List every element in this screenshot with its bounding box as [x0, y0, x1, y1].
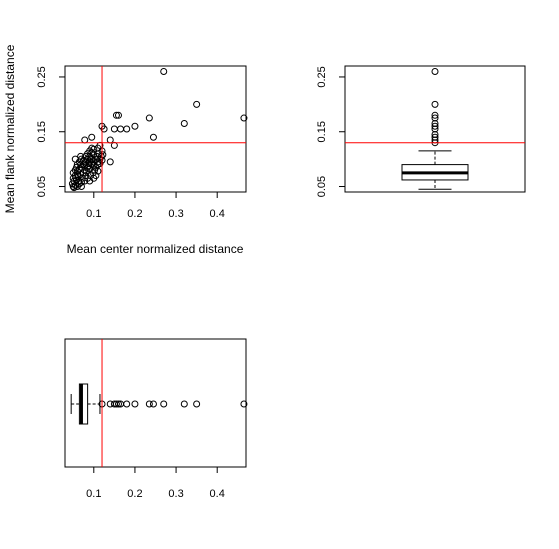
scatter-y-axis: 0.05 0.15 0.25	[36, 66, 65, 197]
scatter-point	[99, 151, 107, 159]
horizontal-boxplot-x-tick-label: 0.4	[210, 488, 225, 500]
vertical-boxplot-frame	[344, 65, 526, 193]
horizontal-boxplot-x-tick-label: 0.3	[168, 488, 183, 500]
scatter-x-tick-label: 0.4	[210, 208, 225, 220]
scatter-point	[106, 158, 114, 166]
scatter-y-tick-label: 0.25	[36, 66, 48, 87]
horizontal-boxplot-frame	[64, 338, 247, 468]
scatter-point	[106, 136, 114, 144]
horizontal-boxplot-panel: 0.1 0.2 0.3 0.4	[64, 338, 248, 500]
vertical-boxplot-panel: 0.05 0.15 0.25	[316, 65, 526, 197]
scatter-point	[114, 111, 122, 119]
horizontal-boxplot-x-axis: 0.1 0.2 0.3 0.4	[86, 467, 225, 500]
vertical-boxplot-y-tick-label: 0.25	[316, 66, 328, 87]
scatter-plot-frame	[64, 65, 247, 193]
scatter-point	[81, 162, 89, 170]
scatter-point	[81, 136, 89, 144]
scatter-point	[82, 152, 90, 160]
scatter-point	[131, 122, 139, 130]
horizontal-boxplot-x-tick-label: 0.2	[127, 488, 142, 500]
vertical-boxplot-body	[345, 67, 525, 190]
vertical-boxplot-outlier	[431, 125, 439, 133]
scatter-point	[70, 184, 78, 192]
vertical-boxplot-outlier	[431, 67, 439, 75]
scatter-x-axis-label: Mean center normalized distance	[67, 242, 244, 256]
scatter-point	[77, 183, 85, 191]
scatter-point	[68, 180, 76, 188]
horizontal-boxplot-box	[78, 383, 89, 425]
scatter-point	[149, 133, 157, 141]
scatter-point	[77, 161, 85, 169]
scatter-point	[77, 152, 85, 160]
scatter-point	[71, 155, 79, 163]
vertical-boxplot-y-tick-label: 0.05	[316, 176, 328, 197]
scatter-point	[240, 114, 248, 122]
scatter-point	[100, 125, 108, 133]
horizontal-boxplot-outlier	[160, 400, 168, 408]
horizontal-boxplot-outlier	[145, 400, 153, 408]
scatter-y-tick-label: 0.15	[36, 121, 48, 142]
scatter-reference-lines	[65, 66, 246, 192]
vertical-boxplot-outlier	[431, 130, 439, 138]
horizontal-boxplot-x-tick-label: 0.1	[86, 488, 101, 500]
horizontal-boxplot-outlier	[193, 400, 201, 408]
scatter-point	[180, 120, 188, 128]
scatter-point	[94, 167, 102, 175]
scatter-point	[145, 114, 153, 122]
scatter-point	[112, 111, 120, 119]
scatter-point	[75, 177, 83, 185]
scatter-y-tick-label: 0.05	[36, 176, 48, 197]
vertical-boxplot-outlier	[431, 122, 439, 130]
horizontal-boxplot-outlier	[131, 400, 139, 408]
scatter-point	[110, 125, 118, 133]
horizontal-boxplot-outlier	[112, 400, 120, 408]
scatter-point	[85, 160, 93, 168]
vertical-boxplot-outlier	[431, 114, 439, 122]
horizontal-boxplot-outlier	[114, 400, 122, 408]
scatter-y-axis-label: Mean flank normalized distance	[3, 44, 17, 213]
vertical-boxplot-y-tick-label: 0.15	[316, 121, 328, 142]
horizontal-boxplot-outlier	[123, 400, 131, 408]
vertical-boxplot-outlier	[431, 133, 439, 141]
horizontal-boxplot-outlier	[240, 400, 248, 408]
scatter-point	[123, 125, 131, 133]
vertical-boxplot-y-axis: 0.05 0.15 0.25	[316, 66, 345, 197]
scatter-point	[110, 141, 118, 149]
scatter-point	[73, 170, 81, 178]
scatter-point	[117, 125, 125, 133]
scatter-point	[88, 133, 96, 141]
horizontal-boxplot-body	[70, 339, 248, 467]
horizontal-boxplot-outlier	[149, 400, 157, 408]
vertical-boxplot-outlier	[431, 111, 439, 119]
vertical-boxplot-outlier	[431, 100, 439, 108]
scatter-x-tick-label: 0.3	[168, 208, 183, 220]
vertical-boxplot-outlier	[431, 120, 439, 128]
scatter-point	[193, 100, 201, 108]
scatter-points	[68, 67, 248, 192]
scatter-point	[92, 172, 100, 180]
scatter-panel: 0.1 0.2 0.3 0.4 0.05 0.15 0.25 Mean center no…	[3, 44, 248, 256]
scatter-x-tick-label: 0.1	[86, 208, 101, 220]
scatter-x-axis: 0.1 0.2 0.3 0.4	[86, 192, 225, 220]
scatter-point	[160, 67, 168, 75]
horizontal-boxplot-outlier	[180, 400, 188, 408]
scatter-x-tick-label: 0.2	[127, 208, 142, 220]
